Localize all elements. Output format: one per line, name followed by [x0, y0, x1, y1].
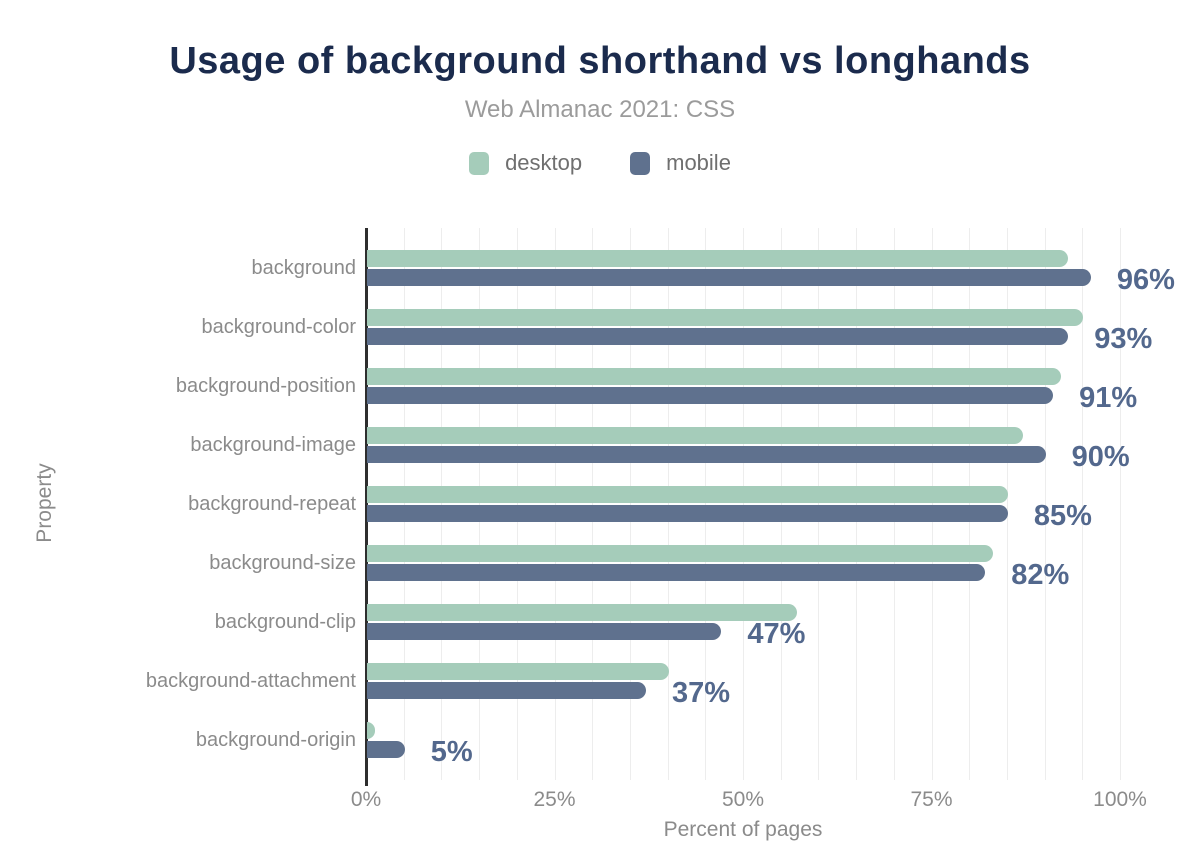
- bar-desktop-background-attachment: [367, 663, 669, 680]
- bar-mobile-background-clip: [367, 623, 722, 640]
- gridline: [517, 228, 518, 780]
- legend-item-desktop: desktop: [469, 150, 582, 176]
- gridline: [1120, 228, 1121, 780]
- category-label: background-attachment: [145, 670, 356, 692]
- value-label: 90%: [1071, 441, 1130, 473]
- gridline: [592, 228, 593, 780]
- bar-mobile-background-repeat: [367, 505, 1008, 522]
- gridline: [1082, 228, 1083, 780]
- bar-mobile-background-image: [367, 446, 1046, 463]
- category-label: background: [251, 257, 356, 279]
- bar-desktop-background-position: [367, 368, 1061, 385]
- category-label: background-size: [209, 552, 356, 574]
- bar-mobile-background-origin: [367, 741, 405, 758]
- bar-desktop-background-size: [367, 545, 993, 562]
- gridline: [479, 228, 480, 780]
- x-tick-label-25%: 25%: [533, 788, 576, 811]
- category-label: background-repeat: [188, 493, 356, 515]
- gridline: [1007, 228, 1008, 780]
- category-label: background-clip: [214, 611, 356, 633]
- value-label: 96%: [1116, 264, 1175, 296]
- value-label: 82%: [1011, 559, 1070, 591]
- gridline: [743, 228, 744, 780]
- x-axis-title: Percent of pages: [663, 818, 823, 841]
- category-label: background-origin: [195, 729, 356, 751]
- bar-mobile-background: [367, 269, 1091, 286]
- bar-mobile-background-attachment: [367, 682, 646, 699]
- gridline: [705, 228, 706, 780]
- gridline: [404, 228, 405, 780]
- legend-label-desktop: desktop: [505, 150, 583, 175]
- x-tick-label-0%: 0%: [350, 788, 382, 811]
- page-subtitle: Web Almanac 2021: CSS: [464, 96, 736, 123]
- category-label: background-position: [175, 375, 356, 397]
- value-label: 93%: [1094, 323, 1153, 355]
- bar-desktop-background-origin: [367, 722, 375, 739]
- page-title: Usage of background shorthand vs longhan…: [169, 40, 1031, 82]
- gridline: [555, 228, 556, 780]
- gridline: [630, 228, 631, 780]
- gridline: [781, 228, 782, 780]
- bar-mobile-background-size: [367, 564, 986, 581]
- gridline: [969, 228, 970, 780]
- x-tick-label-100%: 100%: [1093, 788, 1147, 811]
- legend: desktop mobile: [0, 150, 1200, 176]
- value-label: 37%: [671, 677, 731, 709]
- legend-swatch-mobile: [630, 151, 651, 175]
- bar-desktop-background-repeat: [367, 486, 1008, 503]
- gridline: [932, 228, 933, 780]
- bar-desktop-background: [367, 250, 1069, 267]
- x-tick-label-50%: 50%: [721, 788, 765, 811]
- gridline: [441, 228, 442, 780]
- gridline: [894, 228, 895, 780]
- bar-mobile-background-color: [367, 328, 1069, 345]
- value-label: 5%: [430, 736, 473, 768]
- value-label: 91%: [1079, 382, 1138, 414]
- bar-desktop-background-color: [367, 309, 1084, 326]
- bar-desktop-background-image: [367, 427, 1023, 444]
- bar-desktop-background-clip: [367, 604, 797, 621]
- gridline: [1045, 228, 1046, 780]
- category-label: background-color: [201, 316, 356, 338]
- gridline: [818, 228, 819, 780]
- value-label: 85%: [1033, 500, 1092, 532]
- gridline: [668, 228, 669, 780]
- x-tick-label-75%: 75%: [910, 788, 953, 811]
- y-axis-line: [365, 228, 368, 781]
- legend-item-mobile: mobile: [630, 150, 731, 176]
- plot-area: [365, 228, 1121, 786]
- gridline: [856, 228, 857, 780]
- legend-label-mobile: mobile: [666, 150, 731, 175]
- x-axis-tick-0: [365, 781, 368, 786]
- value-label: 47%: [747, 618, 806, 650]
- bar-mobile-background-position: [367, 387, 1054, 404]
- legend-swatch-desktop: [469, 151, 490, 175]
- category-label: background-image: [190, 434, 356, 456]
